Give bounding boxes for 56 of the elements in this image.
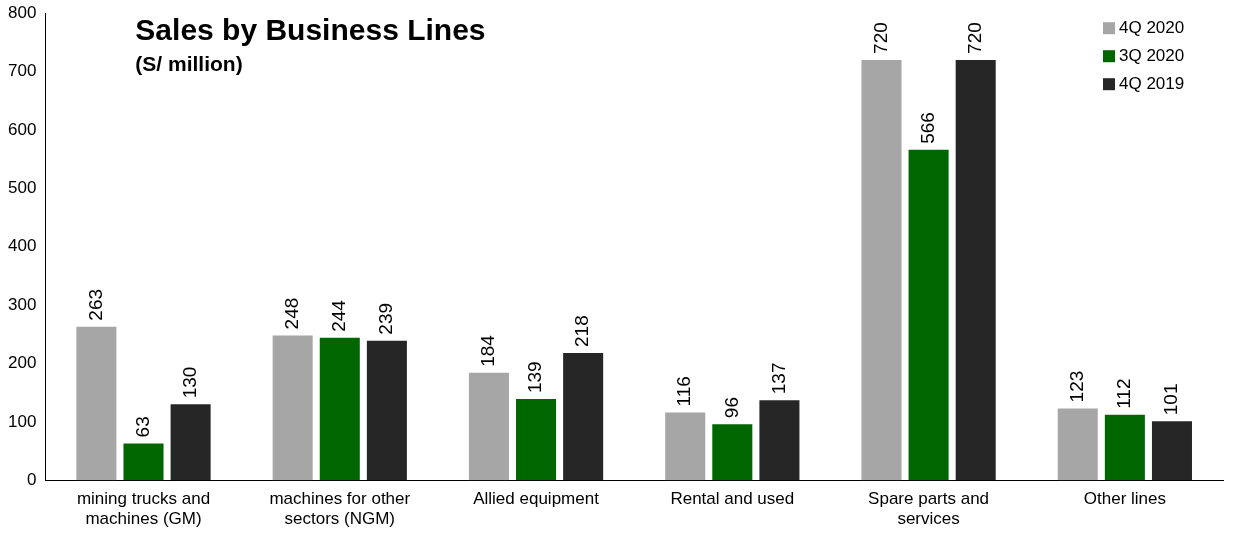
- bar: [908, 149, 949, 481]
- bar: [468, 372, 509, 481]
- data-label: 218: [571, 315, 593, 347]
- y-tick-label: 200: [7, 353, 37, 373]
- bar: [272, 335, 313, 481]
- y-tick-label: 500: [7, 178, 37, 198]
- y-tick-label: 300: [7, 294, 37, 314]
- bar: [712, 424, 753, 481]
- data-label: 63: [131, 416, 153, 438]
- y-tick-label: 600: [7, 119, 37, 139]
- data-label: 123: [1065, 370, 1087, 403]
- bar: [1104, 414, 1145, 481]
- y-tick-label: 400: [7, 236, 37, 256]
- data-label: 96: [720, 397, 742, 419]
- bar: [759, 400, 800, 481]
- data-label: 248: [280, 297, 302, 330]
- data-label: 263: [84, 288, 106, 321]
- bar: [76, 326, 117, 481]
- y-tick-label: 100: [7, 411, 37, 431]
- data-label: 101: [1160, 383, 1182, 416]
- data-label: 239: [375, 302, 397, 335]
- y-tick-label: 0: [26, 469, 37, 489]
- bar: [123, 443, 164, 481]
- x-tick-label: machines for other sectors (NGM): [269, 489, 411, 529]
- x-tick-label: Rental and used: [670, 489, 795, 509]
- chart-title: Sales by Business Lines: [135, 13, 486, 47]
- legend-label: 4Q 2019: [1119, 73, 1185, 93]
- x-tick-label: mining trucks and machines (GM): [76, 489, 211, 529]
- y-tick-label: 700: [7, 61, 37, 81]
- bar: [366, 340, 407, 481]
- data-label: 139: [524, 361, 546, 394]
- bar: [955, 59, 996, 481]
- data-label: 720: [869, 22, 891, 54]
- bar: [665, 412, 706, 481]
- bar: [861, 59, 902, 481]
- bar: [516, 399, 557, 481]
- bar: [1057, 408, 1098, 481]
- data-label: 184: [477, 334, 499, 367]
- bar: [563, 352, 604, 481]
- data-label: 720: [963, 22, 985, 54]
- x-tick-label: Spare parts and services: [868, 489, 990, 529]
- y-tick-label: 800: [7, 2, 37, 22]
- data-label: 566: [916, 112, 938, 144]
- legend-label: 3Q 2020: [1119, 45, 1185, 65]
- data-label: 130: [178, 366, 200, 399]
- legend-label: 4Q 2020: [1119, 17, 1185, 37]
- data-label: 112: [1113, 378, 1135, 409]
- text: (S/ million): [135, 52, 243, 76]
- x-tick-label: Other lines: [1083, 489, 1166, 509]
- data-label: 137: [767, 362, 789, 395]
- x-tick-label: Allied equipment: [473, 489, 600, 509]
- data-label: 244: [328, 299, 350, 332]
- data-label: 116: [673, 376, 695, 407]
- bar: [319, 337, 360, 481]
- bar: [1151, 421, 1192, 481]
- bar: [170, 404, 211, 481]
